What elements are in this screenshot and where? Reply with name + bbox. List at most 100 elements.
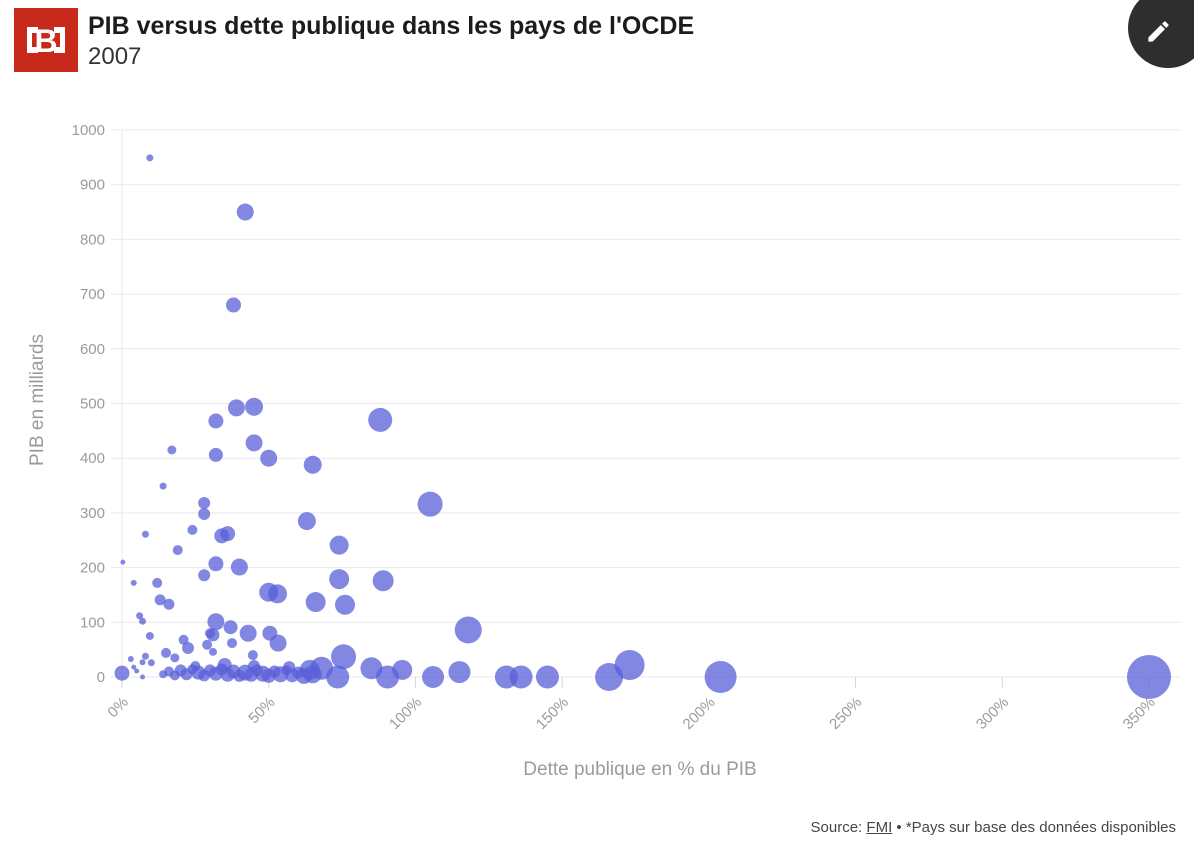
data-point xyxy=(614,649,645,680)
y-tick-label: 300 xyxy=(80,505,105,522)
x-tick-label: 0% xyxy=(104,694,131,721)
data-point xyxy=(208,556,224,572)
data-point xyxy=(372,570,394,592)
data-point xyxy=(198,497,211,510)
data-point xyxy=(1127,655,1171,699)
data-point xyxy=(303,665,322,684)
chart-title: PIB versus dette publique dans les pays … xyxy=(88,12,695,40)
x-tick-label: 250% xyxy=(826,694,865,733)
data-point xyxy=(535,665,559,689)
data-point xyxy=(205,628,216,639)
data-point xyxy=(147,659,155,667)
data-point xyxy=(114,665,130,681)
data-point xyxy=(198,569,211,582)
data-point xyxy=(239,624,257,642)
y-tick-label: 200 xyxy=(80,560,105,577)
x-tick-label: 100% xyxy=(386,694,425,733)
data-point xyxy=(140,674,146,680)
data-point xyxy=(208,413,224,429)
x-tick-label: 200% xyxy=(680,694,719,733)
data-point xyxy=(145,631,154,640)
data-point xyxy=(139,659,146,666)
data-point xyxy=(130,579,137,586)
y-axis-label: PIB en milliards xyxy=(27,334,48,466)
logo-brackets xyxy=(27,27,65,53)
data-point xyxy=(245,397,264,416)
data-point xyxy=(139,617,147,625)
data-point xyxy=(152,577,163,588)
data-point xyxy=(163,598,175,610)
data-point xyxy=(120,559,126,565)
y-tick-label: 800 xyxy=(80,231,105,248)
data-point xyxy=(297,512,316,531)
y-tick-label: 700 xyxy=(80,286,105,303)
y-tick-label: 600 xyxy=(80,341,105,358)
data-point xyxy=(248,660,261,673)
data-point xyxy=(226,297,242,313)
data-point xyxy=(230,558,248,576)
data-point xyxy=(187,524,198,535)
data-point xyxy=(448,661,471,684)
data-point xyxy=(268,584,288,604)
data-point xyxy=(236,203,254,221)
data-point xyxy=(182,642,195,655)
data-point xyxy=(190,661,201,672)
data-point xyxy=(368,407,393,432)
data-point xyxy=(161,647,172,658)
data-point xyxy=(127,655,134,662)
data-point xyxy=(141,530,149,538)
x-tick-label: 50% xyxy=(245,694,278,727)
data-point xyxy=(417,491,443,517)
data-point xyxy=(167,445,177,455)
data-point xyxy=(134,668,140,674)
data-point xyxy=(329,569,350,590)
data-point xyxy=(303,455,322,474)
data-point xyxy=(283,661,296,674)
data-point xyxy=(704,661,737,693)
data-point xyxy=(245,434,263,452)
data-point xyxy=(198,507,211,520)
data-point xyxy=(172,545,183,556)
data-point xyxy=(260,449,278,467)
y-tick-label: 900 xyxy=(80,177,105,194)
y-tick-label: 400 xyxy=(80,450,105,467)
data-point xyxy=(227,638,238,649)
data-point xyxy=(305,592,326,613)
data-point xyxy=(422,666,445,688)
source-note: • *Pays sur base des données disponibles xyxy=(892,819,1176,836)
data-point xyxy=(207,613,225,631)
data-point xyxy=(146,154,154,162)
x-tick-label: 350% xyxy=(1120,694,1159,733)
data-point xyxy=(202,639,213,650)
data-point xyxy=(159,482,167,490)
data-point xyxy=(326,665,350,689)
x-axis-label: Dette publique en % du PIB xyxy=(523,759,757,780)
pencil-icon xyxy=(1148,21,1169,42)
data-point xyxy=(217,657,232,672)
edit-button[interactable] xyxy=(1128,0,1194,68)
data-point xyxy=(335,594,356,615)
data-point xyxy=(509,665,533,689)
data-point xyxy=(141,652,149,660)
source-label: Source: xyxy=(810,819,867,836)
data-point xyxy=(170,653,180,663)
x-tick-label: 300% xyxy=(973,694,1012,733)
data-point xyxy=(329,535,349,555)
chart-subtitle: 2007 xyxy=(88,43,142,70)
title-block: PIB versus dette publique dans les pays … xyxy=(88,10,694,72)
data-point xyxy=(269,634,287,652)
data-point xyxy=(223,620,238,635)
source-line: Source: FMI • *Pays sur base des données… xyxy=(811,819,1176,836)
data-point xyxy=(247,650,258,661)
y-tick-label: 100 xyxy=(80,614,105,631)
y-tick-label: 0 xyxy=(97,669,105,686)
data-point xyxy=(331,644,357,670)
source-link[interactable]: FMI xyxy=(866,819,893,836)
data-point xyxy=(227,399,245,417)
x-tick-label: 150% xyxy=(533,694,572,733)
data-point xyxy=(208,647,217,656)
data-point xyxy=(131,664,137,670)
data-point xyxy=(208,447,223,462)
data-point xyxy=(454,616,482,644)
